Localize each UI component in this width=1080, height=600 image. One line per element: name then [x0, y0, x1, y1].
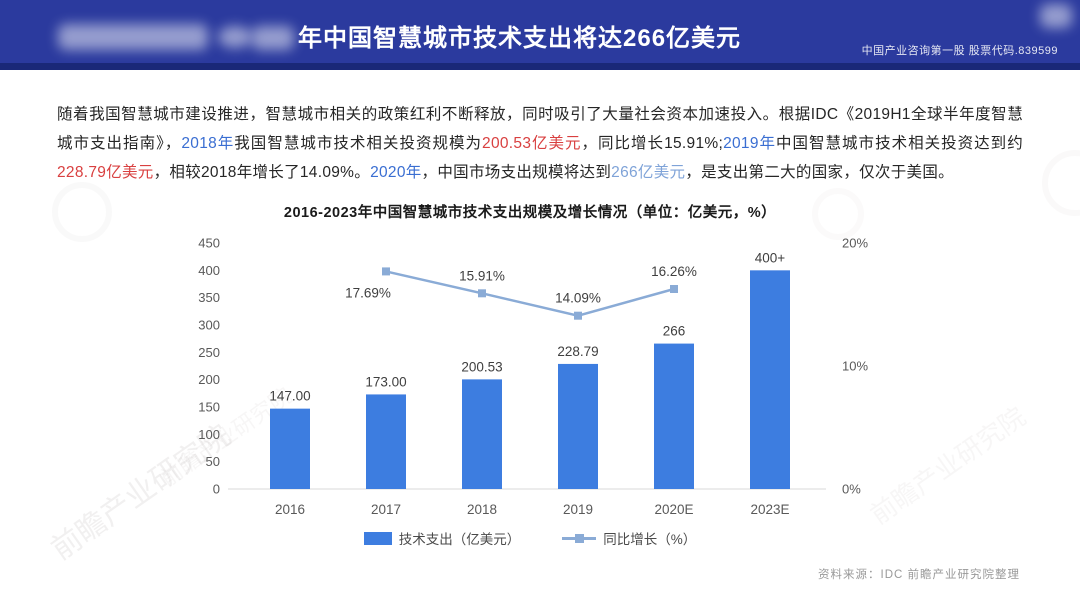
bar-swatch-icon [363, 531, 392, 545]
right-axis-tick-label: 10% [842, 359, 868, 374]
header-bottom-edge [0, 63, 1080, 70]
x-axis-label: 2020E [654, 502, 693, 517]
bar-value-label: 266 [663, 324, 686, 339]
growth-point [574, 311, 582, 320]
left-axis-tick-label: 400 [198, 263, 220, 278]
paragraph-segment: ，相较2018年增长了14.09%。 [153, 163, 371, 181]
x-axis-label: 2017 [371, 502, 401, 517]
growth-point [382, 267, 390, 276]
watermark-logo-icon [1042, 150, 1080, 216]
page-title: 年中国智慧城市技术支出将达266亿美元 [298, 25, 742, 52]
slide-header: 年中国智慧城市技术支出将达266亿美元 中国产业咨询第一股 股票代码.83959… [0, 0, 1080, 70]
line-swatch-icon [562, 533, 597, 543]
redacted-text-blur [1040, 4, 1072, 28]
right-axis-tick-label: 20% [842, 236, 868, 251]
paragraph-segment: 2018年 [181, 134, 235, 152]
growth-value-label: 15.91% [459, 268, 505, 283]
legend-label: 同比增长（%） [603, 532, 697, 547]
x-axis-label: 2023E [750, 502, 789, 517]
watermark-text: 前瞻产业研究院 [864, 401, 1032, 531]
left-axis-tick-label: 50 [206, 454, 220, 469]
redacted-text-blur [252, 26, 294, 50]
bar [270, 408, 310, 489]
combo-chart: 450 400 350 300 250 200 150 100 50 0 20% 10% 0% 147.0… [198, 236, 868, 518]
source-note: 资料来源：IDC 前瞻产业研究院整理 [818, 569, 1020, 581]
bar [366, 394, 406, 489]
paragraph-segment: 2019年 [723, 134, 776, 152]
left-axis-tick-label: 250 [198, 345, 220, 360]
left-axis-tick-label: 150 [198, 400, 220, 415]
left-axis-tick-label: 300 [198, 318, 220, 333]
paragraph-segment: ，是支出第二大的国家，仅次于美国。 [685, 163, 954, 181]
growth-line [385, 270, 675, 317]
bar [462, 379, 502, 489]
bar-value-label: 200.53 [461, 359, 502, 374]
paragraph-segment: ，中国市场支出规模将达到 [421, 163, 612, 181]
paragraph-segment: 200.53亿美元 [482, 134, 582, 152]
right-axis-tick-label: 0% [842, 482, 861, 497]
growth-point [670, 285, 678, 294]
paragraph-segment: 中国智慧城市技术相关投资达到约 [775, 134, 1023, 152]
bar-value-label: 173.00 [365, 374, 406, 389]
bar-value-label: 147.00 [269, 389, 310, 404]
legend-label: 技术支出（亿美元） [398, 532, 521, 547]
legend-item-growth: 同比增长（%） [562, 528, 696, 548]
left-axis-tick-label: 100 [198, 427, 220, 442]
bar [654, 343, 694, 489]
redacted-text-blur [218, 26, 252, 48]
left-axis-tick-label: 450 [198, 236, 220, 251]
redacted-text-blur [58, 24, 208, 50]
bar [750, 270, 790, 489]
left-axis-tick-label: 0 [213, 482, 220, 497]
watermark-logo-icon [52, 182, 112, 242]
left-axis-tick-label: 350 [198, 290, 220, 305]
x-axis-label: 2016 [275, 502, 305, 517]
header-tagline: 中国产业咨询第一股 股票代码.839599 [861, 45, 1058, 57]
x-axis-label: 2019 [563, 502, 593, 517]
left-axis-tick-label: 200 [198, 372, 220, 387]
chart-title: 2016-2023年中国智慧城市技术支出规模及增长情况（单位：亿美元，%） [283, 205, 777, 221]
paragraph-segment: 266亿美元 [611, 163, 686, 181]
paragraph-segment: 2020年 [370, 163, 422, 181]
bar-value-label: 228.79 [557, 344, 598, 359]
growth-value-label: 16.26% [651, 264, 697, 279]
paragraph-segment: 我国智慧城市技术相关投资规模为 [234, 134, 483, 152]
watermark-logo-icon [812, 188, 864, 240]
bar-value-label: 400+ [755, 250, 786, 265]
paragraph-segment: 228.79亿美元 [57, 163, 154, 181]
paragraph-segment: ，同比增长15.91%; [581, 134, 724, 152]
growth-point [478, 289, 486, 298]
x-axis-label: 2018 [467, 502, 497, 517]
paragraph-segment: 随着我国智慧城市建设推进，智慧城市相关的政策红利不断释放，同时吸引了大量社会资本… [57, 105, 1023, 152]
legend-item-spending: 技术支出（亿美元） [363, 528, 521, 548]
growth-value-label: 17.69% [345, 285, 391, 300]
chart-legend: 技术支出（亿美元） 同比增长（%） [180, 527, 880, 549]
growth-value-label: 14.09% [555, 291, 601, 306]
intro-paragraph: 随着我国智慧城市建设推进，智慧城市相关的政策红利不断释放，同时吸引了大量社会资本… [57, 100, 1023, 187]
bar [558, 363, 598, 489]
